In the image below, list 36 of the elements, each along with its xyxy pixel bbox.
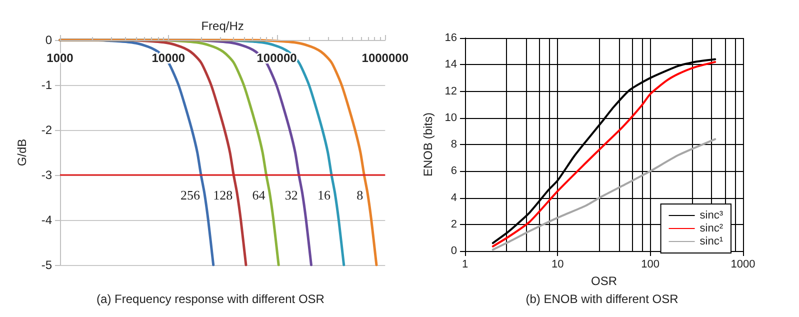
y-axis-title: ENOB (bits) — [420, 112, 435, 177]
y-tick-label: 0 — [450, 245, 457, 257]
x-tick-label: 1000 — [46, 51, 74, 65]
legend-label: sinc² — [700, 222, 724, 234]
x-tick-label: 1000 — [730, 258, 756, 270]
series-label: 16 — [318, 188, 332, 202]
y-tick-label: 10 — [444, 112, 457, 124]
y-tick-label: 16 — [444, 32, 457, 44]
y-tick-label: 8 — [450, 138, 457, 150]
y-axis-title: G/dB — [15, 138, 29, 166]
series-label: 32 — [284, 188, 298, 202]
x-tick-label: 10 — [552, 258, 564, 270]
y-tick-label: 2 — [450, 218, 457, 230]
y-tick-label: 4 — [450, 192, 457, 204]
x-tick-label: 100 — [641, 258, 660, 270]
y-tick-label: 14 — [444, 58, 457, 71]
x-tick-label: 1000000 — [362, 51, 409, 65]
y-tick-label: 12 — [444, 85, 457, 98]
y-tick-label: 6 — [450, 165, 457, 178]
x-axis-title: Freq/Hz — [201, 19, 244, 33]
y-tick-label: -4 — [41, 213, 52, 227]
x-tick-label: 1 — [462, 258, 468, 270]
legend-label: sinc³ — [700, 210, 724, 222]
series-label: 8 — [356, 188, 364, 202]
series-label: 256 — [180, 188, 201, 202]
text: (b) ENOB with different OSR — [526, 292, 679, 306]
y-tick-label: -3 — [41, 168, 52, 182]
legend-label: sinc¹ — [700, 236, 724, 248]
x-axis-title: OSR — [590, 274, 618, 288]
text: (a) Frequency response with different OSR — [96, 292, 325, 306]
y-tick-label: -2 — [41, 123, 52, 137]
series-label: 64 — [252, 188, 266, 202]
y-tick-label: -5 — [41, 258, 52, 272]
y-tick-label: 0 — [45, 33, 52, 47]
series-label: 128 — [213, 188, 233, 202]
y-tick-label: -1 — [41, 78, 52, 92]
